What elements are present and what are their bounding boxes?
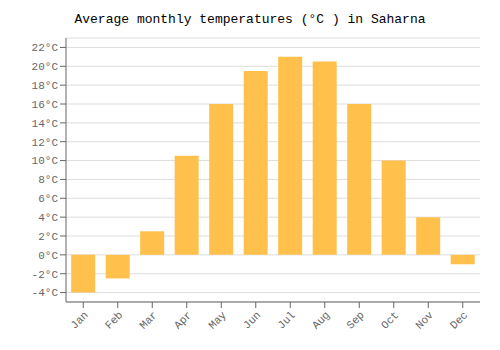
svg-text:Oct: Oct: [379, 309, 401, 331]
svg-text:Apr: Apr: [172, 309, 194, 331]
svg-text:4°C: 4°C: [38, 212, 58, 224]
svg-text:May: May: [206, 309, 229, 332]
svg-text:Jun: Jun: [241, 309, 263, 331]
svg-text:Aug: Aug: [310, 309, 332, 331]
svg-text:10°C: 10°C: [32, 155, 59, 167]
svg-text:2°C: 2°C: [38, 231, 58, 243]
svg-text:Jan: Jan: [68, 309, 90, 331]
svg-text:8°C: 8°C: [38, 174, 58, 186]
svg-text:Dec: Dec: [448, 309, 470, 331]
svg-text:Mar: Mar: [137, 309, 159, 331]
svg-text:Jul: Jul: [275, 309, 297, 331]
svg-text:14°C: 14°C: [32, 118, 59, 130]
svg-text:18°C: 18°C: [32, 80, 59, 92]
svg-text:12°C: 12°C: [32, 137, 59, 149]
svg-text:16°C: 16°C: [32, 99, 59, 111]
svg-text:-4°C: -4°C: [32, 287, 59, 299]
svg-text:6°C: 6°C: [38, 193, 58, 205]
svg-text:22°C: 22°C: [32, 42, 59, 54]
svg-text:Nov: Nov: [413, 309, 436, 332]
svg-text:Feb: Feb: [103, 309, 125, 331]
svg-text:0°C: 0°C: [38, 250, 58, 262]
svg-text:-2°C: -2°C: [32, 269, 59, 281]
svg-text:Sep: Sep: [344, 309, 366, 331]
html-text:Average monthly temperatures (: Average monthly temperatures (°C ) in Sa…: [74, 12, 426, 27]
svg-text:20°C: 20°C: [32, 61, 59, 73]
